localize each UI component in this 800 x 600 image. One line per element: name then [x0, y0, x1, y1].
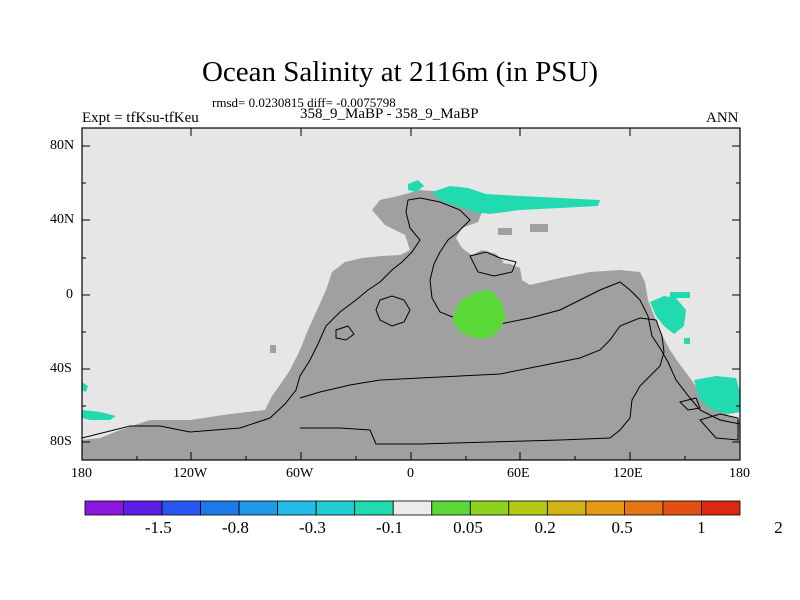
- east-contour: [679, 397, 739, 441]
- lon-label-120w: 120W: [173, 466, 208, 481]
- ridge-contour: [299, 317, 665, 445]
- colorbar-swatch: [392, 500, 433, 516]
- colorbar-label: -0.8: [221, 518, 249, 537]
- anomaly-east-teal-3: [694, 376, 740, 414]
- lat-label-40n: 40N: [50, 212, 75, 227]
- anomaly-north-teal-2: [408, 180, 424, 192]
- seamount-patch: [470, 250, 504, 268]
- colorbar-label: 2: [774, 518, 783, 537]
- lon-label-60e: 60E: [507, 466, 530, 481]
- lon-label-0: 0: [407, 466, 414, 481]
- deep-land-mask: [82, 190, 740, 460]
- stats-subtitle: rmsd= 0.0230815 diff= -0.0075798: [212, 95, 396, 110]
- colorbar-swatch: [508, 500, 548, 516]
- colorbar-swatch: [585, 500, 625, 516]
- map-panel: [81, 127, 741, 461]
- lat-label-0: 0: [66, 287, 73, 302]
- island-patch-2: [530, 224, 548, 232]
- lat-label-80n: 80N: [50, 138, 75, 153]
- colorbar-swatch: [123, 500, 163, 516]
- anomaly-north-teal: [432, 186, 600, 214]
- anomaly-east-teal-1: [650, 296, 686, 334]
- colorbar-label: -1.5: [144, 518, 172, 537]
- island-patch-3: [270, 345, 276, 353]
- lon-label-180e: 180: [729, 466, 750, 481]
- colorbar: [84, 500, 741, 516]
- lon-label-120e: 120E: [613, 466, 643, 481]
- lat-ticks: [82, 145, 740, 443]
- anomaly-west-teal-2: [82, 382, 88, 392]
- colorbar-label: -0.3: [298, 518, 326, 537]
- colorbar-swatch: [238, 500, 279, 516]
- lon-ticks: [81, 128, 686, 460]
- anomaly-east-teal-4: [684, 338, 690, 344]
- colorbar-swatch: [701, 500, 741, 516]
- island-patch-1: [498, 228, 512, 235]
- coastline-contour: [81, 197, 741, 439]
- colorbar-swatch: [546, 500, 587, 516]
- anomaly-east-teal-2: [670, 292, 690, 298]
- lat-label-40s: 40S: [50, 361, 72, 376]
- period-label: 358_9_MaBP - 358_9_MaBP: [300, 106, 479, 122]
- colorbar-swatch: [161, 500, 201, 516]
- colorbar-label: 1: [697, 518, 706, 537]
- colorbar-label: -0.1: [376, 518, 403, 537]
- colorbar-label: 0.5: [611, 518, 633, 537]
- colorbar-label: 0.2: [534, 518, 556, 537]
- colorbar-swatch: [84, 500, 124, 516]
- colorbar-swatch: [469, 500, 510, 516]
- season-label: ANN: [706, 110, 739, 126]
- anomaly-green: [452, 290, 506, 338]
- small-contour: [335, 325, 355, 341]
- colorbar-label: 0.05: [453, 518, 483, 537]
- anomaly-west-teal: [82, 410, 116, 420]
- inner-contour: [375, 295, 411, 327]
- colorbar-swatch: [354, 500, 394, 516]
- north-contour: [469, 251, 517, 277]
- lon-label-60w: 60W: [286, 466, 314, 481]
- colorbar-swatch: [431, 500, 471, 516]
- lon-label-180w: 180: [71, 466, 92, 481]
- experiment-label: Expt = tfKsu-tfKeu: [82, 110, 199, 126]
- figure-title: Ocean Salinity at 2116m (in PSU): [201, 56, 599, 88]
- colorbar-swatch: [662, 500, 702, 516]
- colorbar-swatch: [315, 500, 356, 516]
- colorbar-swatch: [277, 500, 317, 516]
- lat-label-80s: 80S: [50, 434, 72, 449]
- colorbar-swatch: [200, 500, 240, 516]
- colorbar-swatch: [624, 500, 664, 516]
